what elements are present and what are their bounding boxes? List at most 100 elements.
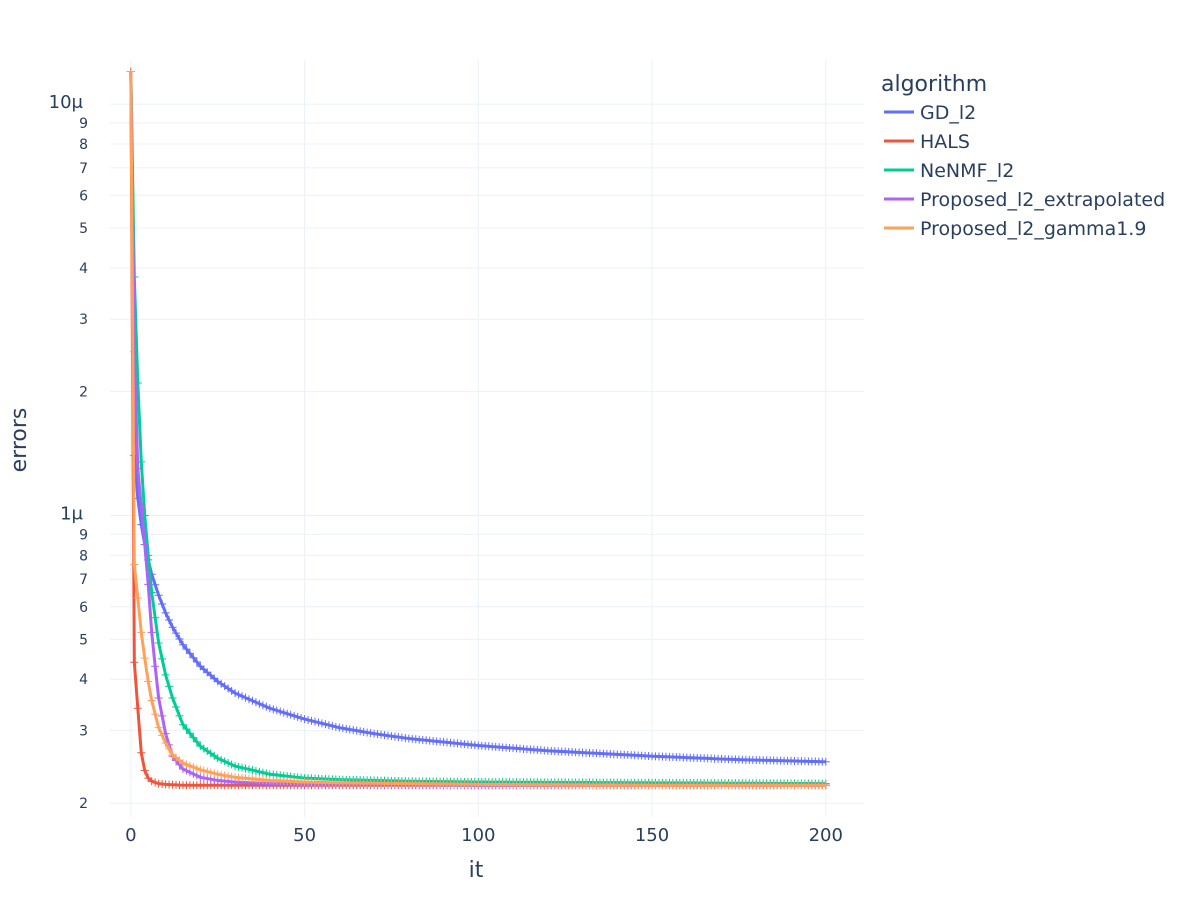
x-axis-title: it: [469, 858, 484, 883]
data-point-marker: [161, 608, 170, 617]
data-point-marker: [276, 707, 285, 716]
data-point-marker: [158, 711, 167, 720]
y-major-tick-label: 10μ: [49, 92, 84, 113]
data-point-marker: [352, 726, 361, 735]
data-point-marker: [331, 722, 340, 731]
data-point-marker: [206, 768, 215, 777]
x-axis: 0 50 100 150 200: [125, 825, 843, 846]
data-point-marker: [241, 764, 250, 773]
x-tick-label: 200: [809, 825, 843, 846]
data-point-marker: [203, 767, 212, 776]
data-point-marker: [307, 716, 316, 725]
grid: [110, 60, 864, 817]
legend-item[interactable]: GD_l2: [884, 102, 976, 124]
data-point-marker: [189, 769, 198, 778]
data-point-marker: [821, 757, 830, 766]
y-axis-title: errors: [7, 408, 32, 473]
data-point-marker: [140, 766, 149, 775]
y-minor-tick-label: 8: [79, 137, 88, 153]
data-point-marker: [238, 763, 247, 772]
data-point-marker: [217, 770, 226, 779]
data-point-marker: [133, 594, 142, 603]
data-point-marker: [137, 502, 146, 511]
data-point-marker: [151, 662, 160, 671]
data-point-marker: [199, 766, 208, 775]
data-point-marker: [241, 693, 250, 702]
data-point-marker: [248, 766, 257, 775]
data-point-marker: [168, 623, 177, 632]
data-point-marker: [140, 654, 149, 663]
legend-item[interactable]: Proposed_l2_extrapolated: [884, 189, 1165, 211]
x-tick-label: 150: [635, 825, 669, 846]
data-point-marker: [137, 748, 146, 757]
y-minor-tick-label: 7: [79, 161, 88, 177]
data-point-marker: [158, 654, 167, 663]
data-point-marker: [227, 772, 236, 781]
x-tick-label: 0: [125, 825, 136, 846]
data-point-marker: [189, 763, 198, 772]
data-point-marker: [192, 737, 201, 746]
data-point-marker: [311, 717, 320, 726]
data-point-marker: [290, 711, 299, 720]
data-point-marker: [338, 724, 347, 733]
data-point-marker: [262, 769, 271, 778]
data-point-marker: [165, 682, 174, 691]
y-minor-tick-label: 3: [79, 312, 88, 328]
data-point-marker: [265, 704, 274, 713]
data-point-marker: [161, 738, 170, 747]
data-point-marker: [227, 760, 236, 769]
data-point-marker: [151, 710, 160, 719]
data-point-marker: [130, 658, 139, 667]
legend-item[interactable]: NeNMF_l2: [884, 160, 1014, 182]
data-point-marker: [234, 690, 243, 699]
data-point-marker: [178, 759, 187, 768]
data-point-marker: [210, 769, 219, 778]
x-tick-label: 100: [461, 825, 495, 846]
data-point-marker: [213, 770, 222, 779]
x-tick-label: 50: [293, 825, 316, 846]
data-point-marker: [189, 653, 198, 662]
y-minor-tick-label: 5: [79, 221, 88, 237]
data-point-marker: [231, 689, 240, 698]
legend: algorithm GD_l2 HALS NeNMF_l2 Proposed_l2_e…: [881, 72, 1165, 240]
data-point-marker: [293, 712, 302, 721]
y-minor-tick-label: 5: [79, 632, 88, 648]
data-point-marker: [255, 767, 264, 776]
data-point-marker: [224, 758, 233, 767]
data-point-marker: [151, 778, 160, 787]
data-point-marker: [178, 720, 187, 729]
legend-item[interactable]: Proposed_l2_gamma1.9: [884, 218, 1146, 240]
data-point-marker: [192, 658, 201, 667]
data-point-marker: [251, 698, 260, 707]
data-point-marker: [304, 715, 313, 724]
data-point-marker: [165, 616, 174, 625]
data-point-marker: [258, 768, 267, 777]
data-point-marker: [317, 719, 326, 728]
data-point-marker: [328, 721, 337, 730]
y-minor-tick-label: 6: [79, 188, 88, 204]
legend-label: HALS: [920, 131, 970, 153]
data-point-marker: [244, 695, 253, 704]
y-minor-tick-label: 6: [79, 600, 88, 616]
series-GD_l2: [126, 67, 830, 766]
data-point-marker: [199, 773, 208, 782]
data-point-marker: [154, 694, 163, 703]
data-point-marker: [175, 634, 184, 643]
data-point-marker: [321, 720, 330, 729]
data-point-marker: [356, 727, 365, 736]
data-point-marker: [175, 711, 184, 720]
legend-label: NeNMF_l2: [920, 160, 1014, 182]
data-point-marker: [231, 762, 240, 771]
data-point-marker: [144, 677, 153, 686]
data-point-marker: [359, 727, 368, 736]
data-point-marker: [262, 702, 271, 711]
data-point-marker: [147, 696, 156, 705]
data-point-marker: [213, 754, 222, 763]
plot-area: [126, 67, 830, 790]
data-point-marker: [196, 765, 205, 774]
data-point-marker: [251, 766, 260, 775]
data-point-marker: [363, 728, 372, 737]
data-point-marker: [196, 773, 205, 782]
legend-item[interactable]: HALS: [884, 131, 970, 153]
y-minor-tick-label: 2: [79, 385, 88, 401]
